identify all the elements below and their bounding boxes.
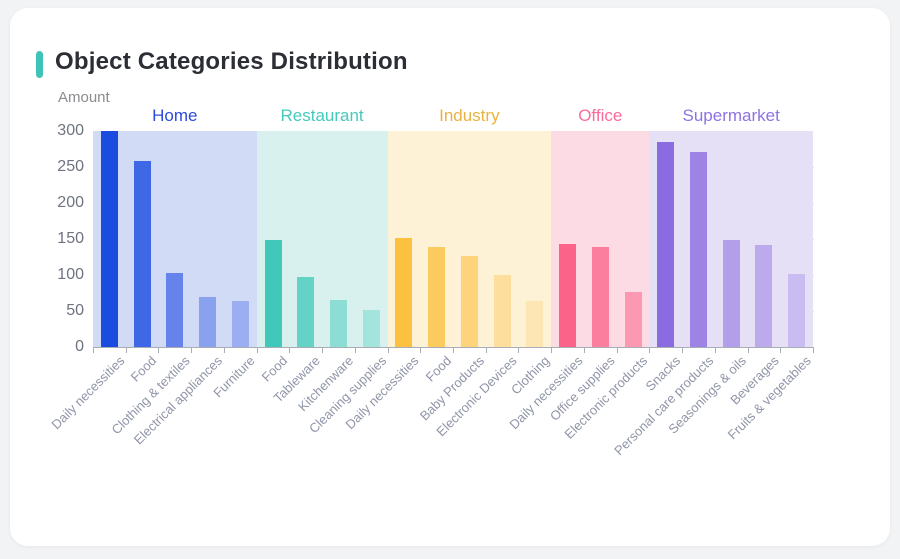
group-label-industry: Industry [439, 106, 500, 125]
x-axis-tick [485, 347, 487, 353]
bar-industry-electronic-devices[interactable] [493, 275, 511, 347]
group-label-supermarket: Supermarket [682, 106, 780, 125]
bar-home-furniture[interactable] [231, 300, 249, 347]
x-axis-tick [223, 347, 225, 353]
bar-supermarket-seasonings-oils[interactable] [722, 240, 740, 347]
bar-office-daily-necessities[interactable] [559, 244, 577, 347]
x-axis-tick [322, 347, 324, 353]
x-axis-tick [551, 347, 553, 353]
x-axis-tick [93, 347, 94, 353]
x-axis-tick [354, 347, 356, 353]
x-axis-tick [289, 347, 291, 353]
bar-restaurant-kitchenware[interactable] [329, 300, 347, 347]
group-label-restaurant: Restaurant [280, 106, 364, 125]
y-tick-label-150: 150 [57, 230, 84, 247]
y-tick-label-300: 300 [57, 122, 84, 139]
y-tick-label-200: 200 [57, 194, 84, 211]
x-axis-tick [158, 347, 160, 353]
bar-home-daily-necessities[interactable] [100, 131, 118, 347]
x-axis-tick [714, 347, 716, 353]
bar-restaurant-cleaning-supplies[interactable] [362, 310, 380, 347]
bar-supermarket-beverages[interactable] [755, 245, 773, 347]
x-axis-tick [453, 347, 454, 353]
y-tick-label-50: 50 [66, 302, 84, 319]
x-axis-tick [780, 347, 782, 353]
bar-industry-baby-products[interactable] [460, 255, 478, 347]
x-axis-tick [649, 347, 651, 353]
title-accent-bar [36, 51, 43, 78]
chart-title: Object Categories Distribution [55, 48, 408, 75]
bar-office-office-supplies[interactable] [591, 246, 609, 347]
bar-supermarket-fruits-vegetables[interactable] [788, 273, 806, 347]
x-axis-tick [125, 347, 127, 353]
y-tick-label-250: 250 [57, 158, 84, 175]
bar-restaurant-tableware[interactable] [297, 277, 315, 347]
x-axis-tick [256, 347, 258, 353]
x-axis-tick [191, 347, 193, 353]
x-axis-tick [747, 347, 749, 353]
x-axis-tick [616, 347, 618, 353]
x-axis-tick [583, 347, 585, 353]
x-axis-tick [387, 347, 389, 353]
bar-restaurant-food[interactable] [264, 239, 282, 347]
x-axis-tick [813, 347, 814, 353]
x-axis-tick [420, 347, 422, 353]
bar-supermarket-snacks[interactable] [657, 141, 675, 347]
bar-home-clothing-textiles[interactable] [166, 272, 184, 347]
x-axis-tick [682, 347, 684, 353]
bar-office-electronic-products[interactable] [624, 292, 642, 347]
x-axis-tick [518, 347, 520, 353]
y-tick-label-0: 0 [75, 338, 84, 355]
bar-home-food[interactable] [133, 161, 151, 347]
y-tick-label-100: 100 [57, 266, 84, 283]
group-label-home: Home [152, 106, 198, 125]
bar-home-electrical-appliances[interactable] [199, 297, 217, 347]
y-axis-name: Amount [58, 89, 110, 106]
group-label-office: Office [578, 106, 623, 125]
bar-supermarket-personal-care-products[interactable] [689, 151, 707, 347]
bar-industry-clothing[interactable] [526, 300, 544, 347]
bar-industry-food[interactable] [428, 246, 446, 347]
bar-industry-daily-necessities[interactable] [395, 238, 413, 347]
